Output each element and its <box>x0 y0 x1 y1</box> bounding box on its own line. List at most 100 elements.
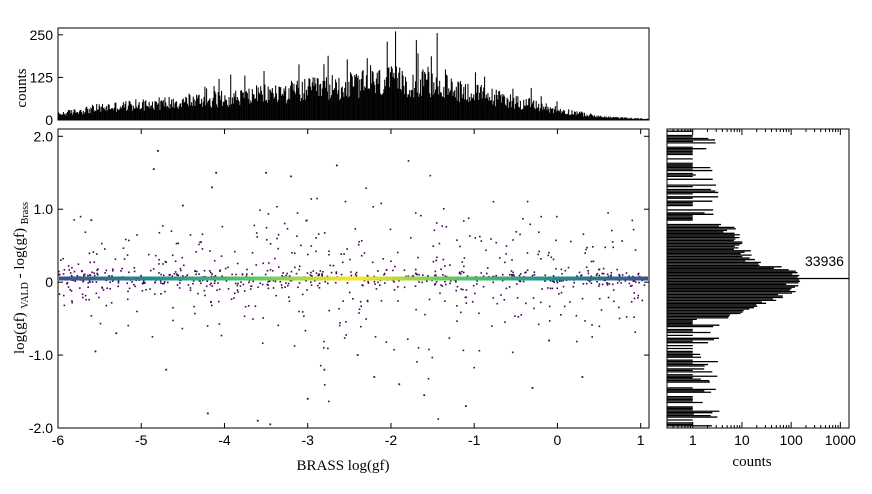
main-xtick-label: 1 <box>637 432 645 448</box>
scatter-point <box>595 274 598 276</box>
scatter-point <box>631 284 633 287</box>
scatter-point <box>456 320 458 322</box>
scatter-point <box>502 273 504 276</box>
scatter-point <box>456 285 459 288</box>
outlier-point <box>531 386 534 389</box>
main-xtick-label: 0 <box>554 432 562 448</box>
main-xtick-label: -4 <box>218 432 231 448</box>
scatter-point <box>633 292 636 294</box>
scatter-point <box>173 273 176 275</box>
scatter-point <box>567 266 570 269</box>
scatter-point <box>105 304 108 307</box>
scatter-point <box>69 272 72 274</box>
scatter-point <box>383 272 386 275</box>
scatter-point <box>265 239 268 241</box>
scatter-point <box>328 309 331 312</box>
scatter-point <box>511 351 514 354</box>
scatter-point <box>298 310 300 313</box>
scatter-point <box>269 243 272 245</box>
scatter-point <box>317 274 319 277</box>
scatter-point <box>108 275 110 277</box>
scatter-point <box>142 282 145 284</box>
main-ytick-label: 1.0 <box>34 201 54 217</box>
scatter-point <box>261 342 264 345</box>
scatter-point <box>306 289 308 291</box>
scatter-point <box>321 275 324 277</box>
scatter-point <box>634 249 637 251</box>
scatter-point <box>73 219 76 221</box>
scatter-point <box>343 337 346 339</box>
scatter-point <box>111 280 114 282</box>
scatter-point <box>128 271 130 274</box>
scatter-point <box>227 266 229 269</box>
top-ytick-label: 125 <box>30 69 54 85</box>
scatter-point <box>394 265 396 268</box>
scatter-point <box>287 282 290 285</box>
scatter-point <box>200 282 202 285</box>
scatter-point <box>90 315 93 317</box>
scatter-point <box>632 275 634 278</box>
scatter-point <box>66 282 68 285</box>
right-xtick-label: 1000 <box>825 432 856 448</box>
scatter-point <box>163 280 166 283</box>
scatter-point <box>449 280 452 282</box>
scatter-point <box>214 279 217 282</box>
scatter-point <box>174 260 177 263</box>
scatter-point <box>162 274 165 277</box>
scatter-point <box>429 174 432 177</box>
scatter-point <box>529 223 531 226</box>
scatter-point <box>412 275 414 277</box>
scatter-point <box>372 206 375 208</box>
scatter-point <box>93 274 96 277</box>
scatter-point <box>227 288 230 290</box>
scatter-point <box>104 272 106 274</box>
scatter-point <box>177 242 179 245</box>
top-histogram-ylabel: counts <box>14 68 30 107</box>
scatter-point <box>162 225 164 227</box>
scatter-point <box>360 254 363 257</box>
scatter-point <box>366 299 369 302</box>
scatter-point <box>591 324 593 326</box>
scatter-point <box>114 258 117 261</box>
scatter-point <box>555 239 557 242</box>
scatter-point <box>618 274 621 277</box>
scatter-point <box>319 364 322 367</box>
scatter-point <box>630 300 633 303</box>
scatter-point <box>62 273 65 275</box>
scatter-point <box>458 271 461 274</box>
scatter-point <box>249 288 252 290</box>
scatter-point <box>346 248 348 250</box>
scatter-point <box>474 237 477 239</box>
scatter-point <box>547 287 549 289</box>
scatter-point <box>552 258 555 261</box>
scatter-point <box>482 275 485 278</box>
scatter-point <box>121 267 123 270</box>
scatter-point <box>298 265 301 268</box>
scatter-point <box>67 265 70 267</box>
scatter-point <box>403 286 406 289</box>
scatter-point <box>154 281 156 284</box>
scatter-point <box>613 300 615 303</box>
scatter-point <box>587 269 589 272</box>
scatter-point <box>323 384 326 386</box>
scatter-point <box>444 280 446 283</box>
scatter-point <box>70 290 73 292</box>
scatter-point <box>468 235 471 237</box>
scatter-point <box>192 282 194 285</box>
scatter-point <box>616 282 619 284</box>
scatter-point <box>71 301 74 304</box>
scatter-point <box>247 305 250 307</box>
scatter-point <box>160 273 162 276</box>
scatter-point <box>442 208 445 210</box>
scatter-point <box>105 269 108 272</box>
scatter-point <box>178 287 181 289</box>
scatter-point <box>354 228 357 230</box>
scatter-point <box>467 217 470 220</box>
scatter-point <box>187 284 190 286</box>
scatter-point <box>334 281 337 284</box>
scatter-point <box>558 293 560 295</box>
scatter-point <box>581 297 584 300</box>
scatter-point <box>633 297 636 300</box>
scatter-point <box>473 366 475 369</box>
scatter-point <box>254 305 257 308</box>
